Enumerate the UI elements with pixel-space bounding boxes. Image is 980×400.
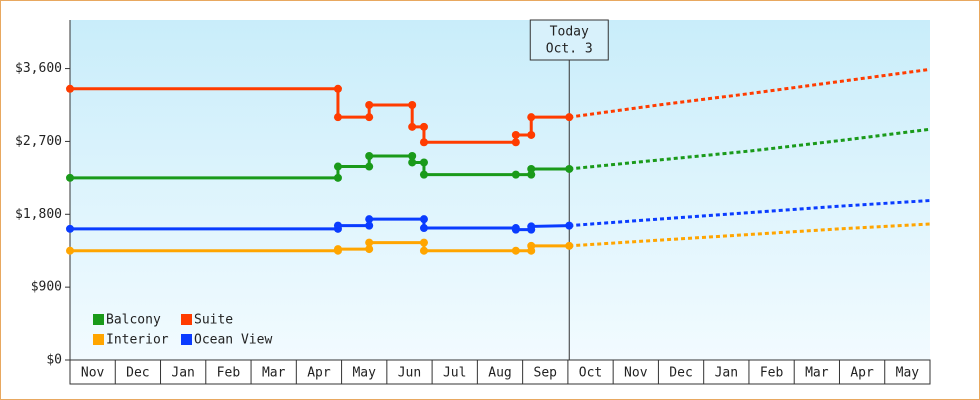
price-point — [365, 113, 374, 122]
x-tick-label: Jul — [443, 366, 466, 381]
price-point — [365, 238, 374, 247]
y-tick-label: $1,800 — [15, 207, 62, 222]
price-point — [66, 246, 74, 255]
price-point — [565, 241, 574, 250]
x-tick-label: Jan — [715, 366, 738, 381]
x-tick-label: Mar — [262, 366, 286, 381]
price-point — [365, 152, 374, 160]
price-point — [365, 245, 374, 254]
price-point — [365, 101, 374, 109]
price-point — [333, 245, 342, 254]
x-tick-label: Feb — [217, 366, 241, 381]
x-tick-label: Mar — [805, 366, 829, 381]
price-point — [333, 162, 342, 171]
x-tick-label: Oct — [579, 366, 602, 381]
price-point — [511, 138, 520, 147]
today-date: Oct. 3 — [546, 42, 593, 57]
price-point — [408, 101, 417, 109]
x-tick-label: Dec — [669, 366, 692, 381]
x-tick-label: May — [352, 366, 376, 381]
price-point — [365, 221, 374, 230]
x-tick-label: Jan — [171, 366, 194, 381]
price-point — [333, 221, 342, 230]
price-point — [419, 138, 428, 147]
price-point — [419, 224, 428, 233]
price-point — [565, 113, 574, 122]
today-box — [529, 19, 609, 61]
y-tick-label: $2,700 — [15, 134, 62, 149]
x-tick-label: Apr — [307, 366, 331, 381]
price-point — [408, 152, 417, 160]
x-tick-label: May — [896, 366, 920, 381]
price-point — [565, 164, 574, 173]
price-point — [419, 246, 428, 255]
price-point — [66, 84, 74, 93]
price-point — [66, 224, 74, 233]
x-tick-label: Nov — [81, 366, 105, 381]
price-point — [527, 113, 536, 122]
forecast-line — [569, 222, 931, 248]
legend-label: Interior — [106, 333, 169, 348]
y-tick-label: $900 — [31, 280, 62, 295]
forecast-line — [569, 127, 931, 171]
price-point — [365, 215, 374, 224]
price-point — [527, 130, 536, 139]
x-tick-label: Jun — [398, 366, 421, 381]
price-point — [365, 162, 374, 171]
x-tick-label: Nov — [624, 366, 648, 381]
today-label: Today — [550, 25, 589, 40]
legend-label: Ocean View — [194, 333, 272, 348]
price-point — [333, 113, 342, 122]
price-point — [511, 246, 520, 255]
price-point — [511, 225, 520, 234]
price-point — [419, 215, 428, 224]
price-point — [511, 170, 520, 179]
price-point — [419, 122, 428, 131]
price-point — [419, 170, 428, 179]
y-tick-label: $0 — [46, 353, 62, 368]
price-point — [408, 158, 417, 167]
forecast-line — [569, 199, 931, 228]
legend-label: Balcony — [106, 313, 161, 328]
legend-swatch — [93, 314, 104, 325]
price-point — [408, 122, 417, 131]
x-axis-box — [69, 359, 931, 385]
price-point — [527, 222, 536, 231]
x-tick-label: Aug — [488, 366, 511, 381]
price-point — [333, 84, 342, 93]
price-point — [66, 173, 74, 182]
legend-swatch — [93, 334, 104, 345]
price-point — [527, 170, 536, 179]
price-point — [419, 238, 428, 247]
legend-swatch — [181, 334, 192, 345]
forecast-line — [569, 67, 931, 119]
legend-swatch — [181, 314, 192, 325]
legend-label: Suite — [194, 313, 233, 328]
price-point — [527, 241, 536, 250]
price-point — [511, 130, 520, 139]
price-point — [419, 158, 428, 167]
y-tick-label: $3,600 — [15, 61, 62, 76]
x-tick-label: Dec — [126, 366, 149, 381]
price-point — [333, 173, 342, 182]
price-point — [565, 221, 574, 230]
x-tick-label: Feb — [760, 366, 784, 381]
plot-area — [70, 20, 930, 360]
x-tick-label: Apr — [850, 366, 874, 381]
x-tick-label: Sep — [534, 366, 558, 381]
price-point — [527, 164, 536, 173]
